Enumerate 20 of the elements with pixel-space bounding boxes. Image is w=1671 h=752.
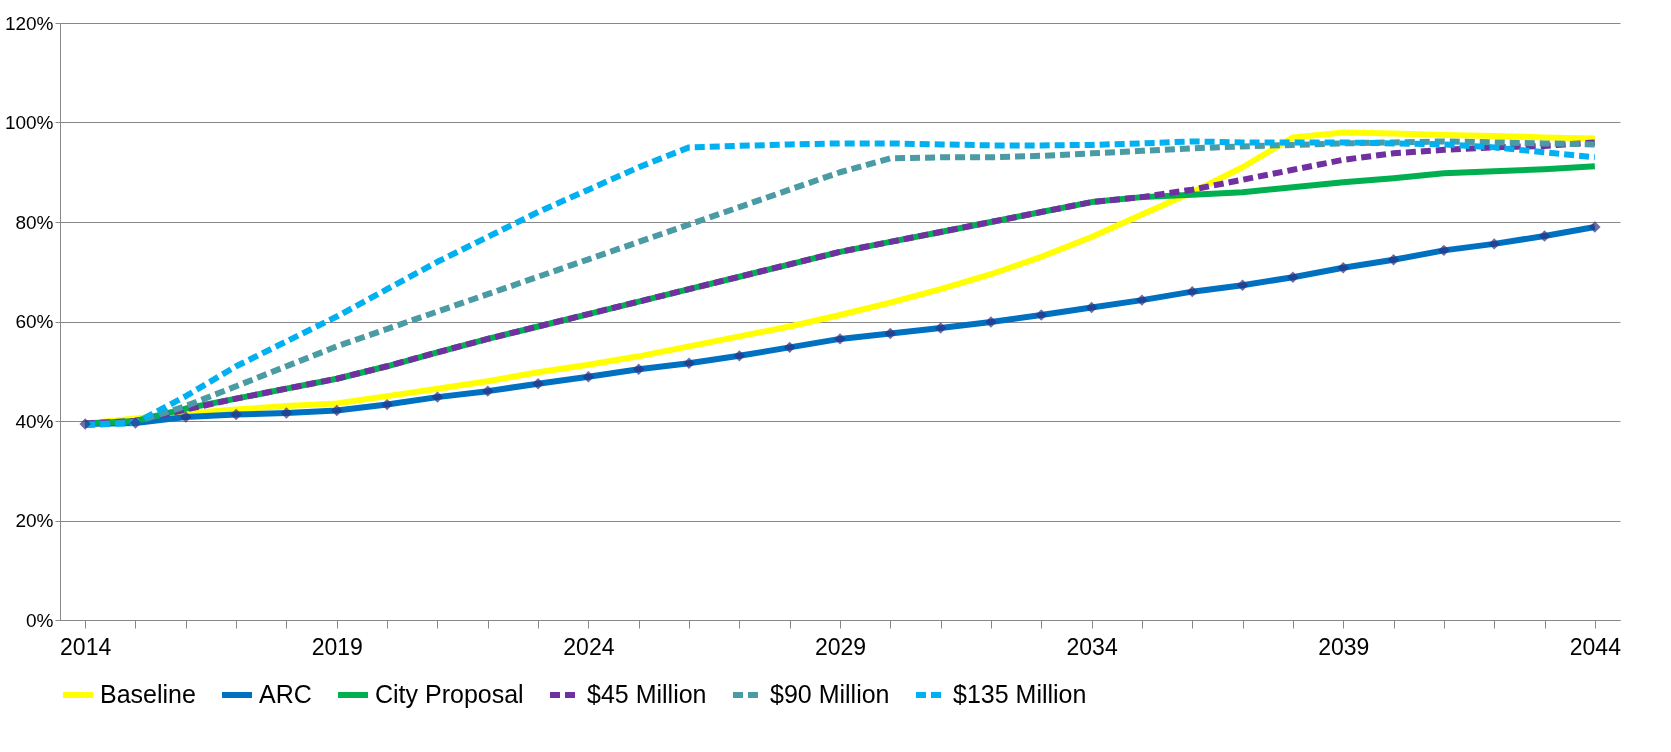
y-tick-label: 100% xyxy=(4,112,54,133)
legend-label: City Proposal xyxy=(375,680,524,708)
legend-label: $45 Million xyxy=(587,680,707,708)
legend-label: Baseline xyxy=(100,680,196,708)
x-tick-label: 2039 xyxy=(1318,633,1370,660)
x-tick-label: 2019 xyxy=(311,633,363,660)
x-tick-label: 2044 xyxy=(1569,633,1622,660)
y-tick-label: 40% xyxy=(15,410,54,432)
y-tick-label: 20% xyxy=(15,510,54,531)
y-tick-label: 120% xyxy=(4,12,54,34)
x-tick-label: 2029 xyxy=(814,633,867,660)
x-tick-label: 2024 xyxy=(563,633,615,660)
y-tick-label: 0% xyxy=(26,609,54,631)
legend-label: $135 Million xyxy=(953,680,1087,708)
legend-label: ARC xyxy=(259,680,312,708)
x-tick-label: 2014 xyxy=(60,633,112,660)
y-tick-label: 80% xyxy=(15,211,54,233)
y-tick-label: 60% xyxy=(15,311,54,332)
legend-label: $90 Million xyxy=(770,680,890,708)
x-tick-label: 2034 xyxy=(1066,633,1118,660)
